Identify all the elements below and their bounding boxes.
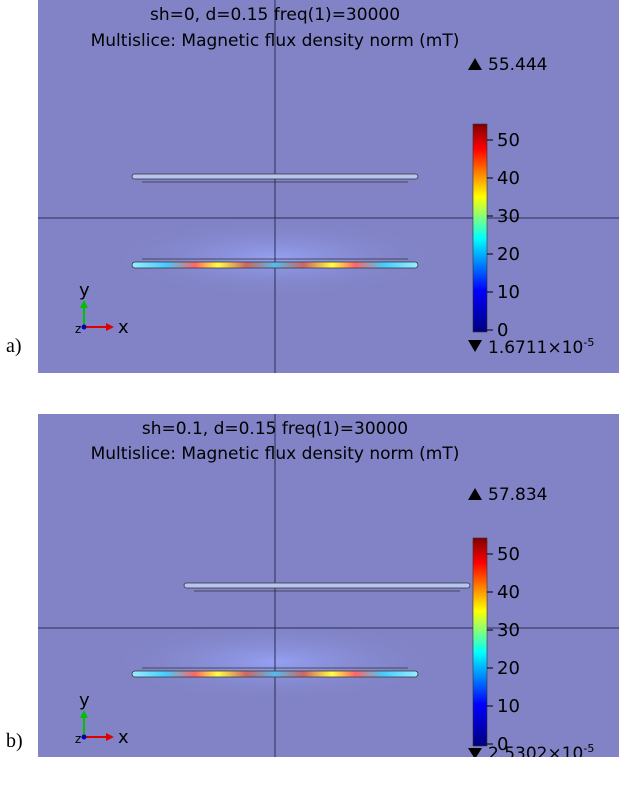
colorbar-ticks: 50 40 30 20 10 0 [487, 130, 520, 341]
colorbar-tick-label: 20 [497, 658, 520, 679]
plot-panel-b: sh=0.1, d=0.15 freq(1)=30000 Multislice:… [38, 414, 619, 757]
max-value: 55.444 [488, 55, 547, 75]
axis-triad: y x z [75, 690, 129, 748]
plot-subtitle: Multislice: Magnetic flux density norm (… [91, 31, 460, 51]
colorbar-tick-label: 30 [497, 620, 520, 641]
lower-coil [131, 667, 419, 678]
plot-title: sh=0.1, d=0.15 freq(1)=30000 [142, 419, 408, 439]
plot-subtitle: Multislice: Magnetic flux density norm (… [91, 444, 460, 464]
plot-panel-a: sh=0, d=0.15 freq(1)=30000 Multislice: M… [38, 0, 619, 373]
min-value: 2.5302×10-5 [488, 742, 594, 757]
colorbar-tick-label: 0 [497, 320, 508, 341]
colorbar-tick-label: 40 [497, 582, 520, 603]
axis-y-label: y [79, 690, 90, 711]
axis-z-label: z [75, 322, 81, 336]
upper-coil [131, 173, 419, 183]
min-value: 1.6711×10-5 [488, 336, 594, 358]
colorbar-tick-label: 0 [497, 734, 508, 755]
max-value: 57.834 [488, 485, 547, 505]
max-triangle-icon [468, 58, 482, 70]
axis-x-label: x [118, 727, 129, 748]
upper-coil [183, 582, 471, 592]
colorbar-tick-label: 30 [497, 206, 520, 227]
axis-z-label: z [75, 732, 81, 746]
colorbar [472, 537, 488, 747]
colorbar-tick-label: 40 [497, 168, 520, 189]
colorbar-tick-label: 20 [497, 244, 520, 265]
min-triangle-icon [468, 748, 482, 757]
axis-x-label: x [118, 317, 129, 338]
panel-label-b: b) [6, 730, 23, 752]
colorbar-tick-label: 50 [497, 544, 520, 565]
colorbar-tick-label: 10 [497, 696, 520, 717]
axis-y-label: y [79, 280, 90, 301]
colorbar-ticks: 50 40 30 20 10 0 [487, 544, 520, 755]
axis-triad: y x z [75, 280, 129, 338]
max-triangle-icon [468, 488, 482, 500]
plot-title: sh=0, d=0.15 freq(1)=30000 [150, 5, 400, 25]
colorbar-tick-label: 50 [497, 130, 520, 151]
panel-label-a: a) [6, 335, 22, 357]
plot-canvas-a: sh=0, d=0.15 freq(1)=30000 Multislice: M… [38, 0, 619, 373]
colorbar [472, 123, 488, 333]
lower-coil [131, 258, 419, 269]
min-triangle-icon [468, 340, 482, 352]
plot-canvas-b: sh=0.1, d=0.15 freq(1)=30000 Multislice:… [38, 414, 619, 757]
colorbar-tick-label: 10 [497, 282, 520, 303]
